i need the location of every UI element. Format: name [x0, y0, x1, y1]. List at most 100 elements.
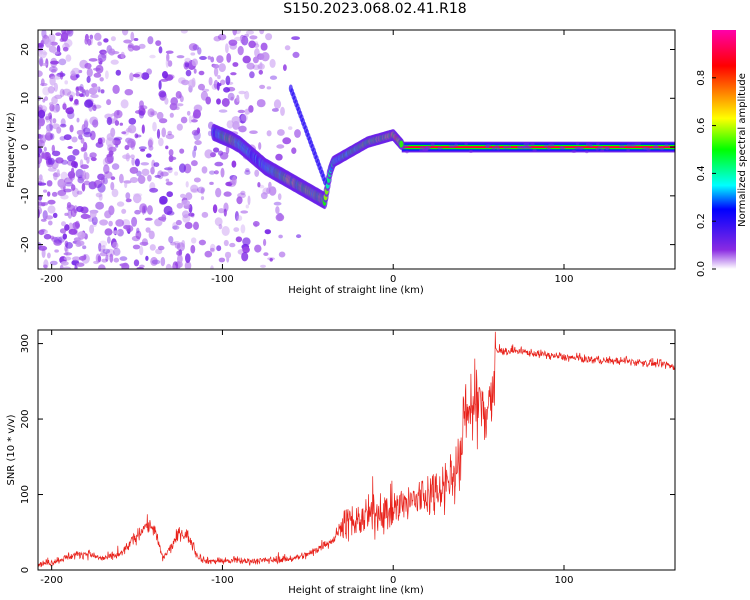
noise-speckle	[78, 134, 83, 140]
noise-speckle	[47, 86, 55, 94]
noise-speckle	[93, 67, 101, 71]
noise-speckle	[75, 168, 84, 179]
noise-speckle	[41, 152, 45, 159]
noise-speckle	[277, 193, 282, 201]
noise-speckle	[49, 41, 58, 46]
noise-speckle	[179, 163, 186, 173]
noise-speckle	[106, 116, 113, 126]
noise-speckle	[197, 47, 202, 55]
noise-speckle	[213, 147, 220, 153]
noise-speckle	[48, 220, 53, 226]
noise-speckle	[177, 254, 183, 264]
noise-speckle	[46, 180, 53, 187]
noise-speckle	[38, 245, 48, 251]
noise-speckle	[152, 121, 157, 132]
noise-speckle	[186, 110, 191, 116]
noise-speckle	[208, 76, 213, 86]
noise-speckle	[59, 228, 67, 234]
noise-speckle	[102, 248, 111, 254]
noise-speckle	[269, 75, 278, 80]
noise-speckle	[98, 61, 103, 65]
noise-speckle	[209, 181, 214, 185]
noise-speckle	[106, 133, 114, 141]
colorbar-gradient	[712, 30, 736, 269]
noise-speckle	[82, 245, 87, 250]
noise-speckle	[48, 66, 58, 73]
noise-speckle	[275, 153, 283, 161]
noise-speckle	[201, 166, 208, 174]
band-speckle	[494, 144, 500, 148]
noise-speckle	[49, 115, 53, 122]
noise-speckle	[134, 209, 141, 215]
noise-speckle	[84, 172, 90, 180]
colorbar-label: Normalized spectral amplitude	[737, 73, 748, 227]
noise-speckle	[124, 181, 128, 189]
noise-speckle	[68, 228, 78, 235]
band-speckle	[577, 146, 584, 150]
x-axis-label: Height of straight line (km)	[288, 285, 424, 296]
noise-speckle	[168, 236, 174, 243]
noise-speckle	[91, 216, 98, 226]
band-speckle	[430, 143, 435, 147]
snr-series-line	[38, 331, 675, 568]
noise-speckle	[176, 123, 183, 131]
noise-speckle	[119, 122, 124, 126]
noise-speckle	[230, 96, 234, 101]
noise-speckle	[225, 75, 231, 86]
band-speckle	[464, 142, 468, 146]
noise-speckle	[284, 45, 291, 51]
noise-speckle	[87, 38, 92, 46]
noise-speckle	[38, 117, 45, 127]
band-speckle	[630, 143, 636, 147]
noise-speckle	[283, 64, 287, 71]
noise-speckle	[165, 178, 170, 182]
noise-speckle	[130, 141, 135, 150]
noise-speckle	[116, 201, 125, 207]
noise-speckle	[217, 33, 227, 41]
noise-speckle	[38, 139, 43, 149]
noise-speckle	[94, 86, 100, 90]
noise-speckle	[150, 166, 155, 175]
noise-speckle	[256, 99, 266, 108]
noise-speckle	[40, 229, 48, 235]
noise-speckle	[52, 51, 60, 55]
noise-speckle	[180, 116, 188, 124]
noise-speckle	[49, 260, 58, 266]
noise-speckle	[101, 245, 106, 250]
noise-speckle	[84, 99, 94, 108]
noise-speckle	[269, 58, 276, 68]
noise-speckle	[263, 252, 269, 256]
band-speckle	[485, 145, 490, 149]
noise-speckle	[75, 262, 85, 267]
noise-speckle	[147, 36, 154, 45]
noise-speckle	[38, 194, 43, 201]
noise-speckle	[191, 58, 198, 67]
band-speckle	[468, 150, 474, 153]
noise-speckle	[38, 49, 47, 59]
noise-speckle	[99, 77, 104, 82]
noise-speckle	[51, 144, 55, 153]
noise-speckle	[140, 148, 146, 152]
noise-speckle	[135, 134, 142, 138]
noise-speckle	[176, 202, 183, 209]
noise-speckle	[215, 187, 222, 198]
noise-speckle	[82, 141, 88, 152]
noise-speckle	[69, 173, 76, 181]
noise-speckle	[193, 112, 198, 119]
band-speckle	[585, 150, 589, 154]
noise-speckle	[114, 120, 120, 126]
noise-speckle	[63, 134, 72, 141]
noise-speckle	[131, 157, 135, 166]
noise-speckle	[193, 145, 197, 151]
noise-speckle	[139, 245, 144, 256]
x-tick-label: 100	[554, 575, 573, 586]
noise-speckle	[97, 264, 106, 269]
noise-speckle	[241, 36, 246, 43]
y-tick-label: 0	[20, 144, 31, 150]
noise-speckle	[108, 150, 114, 156]
noise-speckle	[97, 137, 103, 145]
noise-speckle	[265, 33, 273, 41]
noise-speckle	[67, 91, 76, 98]
noise-speckle	[134, 158, 140, 167]
noise-speckle	[38, 124, 41, 130]
